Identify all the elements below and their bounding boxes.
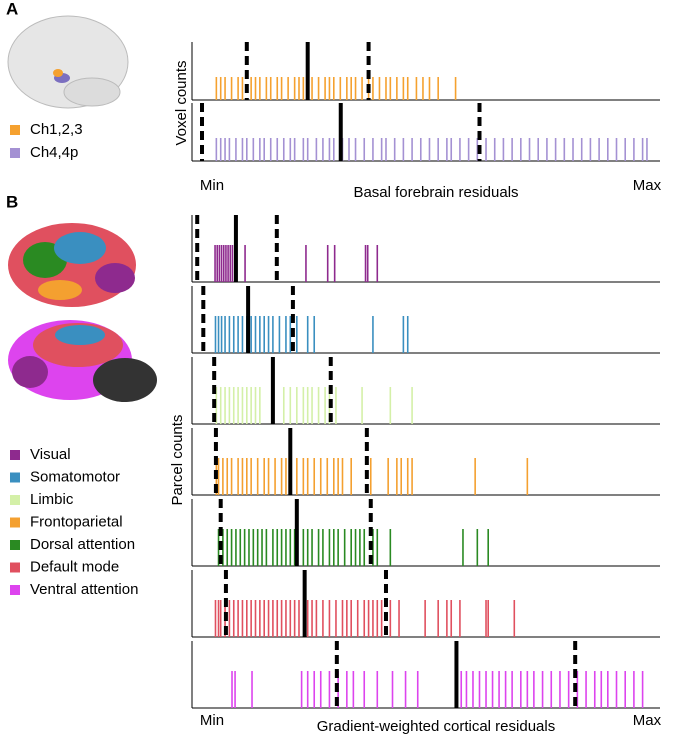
x-axis-title: Basal forebrain residuals bbox=[353, 184, 518, 201]
legend-swatch bbox=[10, 148, 20, 158]
legend-label: Ventral attention bbox=[30, 581, 138, 598]
y-axis-title: Voxel counts bbox=[173, 60, 190, 145]
panel-label: A bbox=[6, 0, 18, 18]
legend-label: Dorsal attention bbox=[30, 536, 135, 553]
legend-label: Somatomotor bbox=[30, 468, 120, 485]
legend-swatch bbox=[10, 585, 20, 595]
x-tick-label: Min bbox=[200, 712, 224, 729]
x-tick-label: Min bbox=[200, 177, 224, 194]
brain-b-medial bbox=[8, 320, 157, 402]
legend-swatch bbox=[10, 495, 20, 505]
legend-label: Ch1,2,3 bbox=[30, 121, 83, 138]
x-axis-title: Gradient-weighted cortical residuals bbox=[317, 718, 555, 735]
legend-label: Ch4,4p bbox=[30, 144, 78, 161]
panel-label: B bbox=[6, 192, 18, 211]
legend-label: Default mode bbox=[30, 558, 119, 575]
legend-swatch bbox=[10, 562, 20, 573]
legend-swatch bbox=[10, 125, 20, 135]
y-axis-title: Parcel counts bbox=[169, 415, 186, 506]
brain-a bbox=[7, 15, 129, 109]
legend-label: Limbic bbox=[30, 491, 74, 508]
x-tick-label: Max bbox=[633, 177, 662, 194]
legend-swatch bbox=[10, 472, 20, 483]
brain-b-lateral bbox=[8, 223, 136, 307]
legend-label: Frontoparietal bbox=[30, 513, 123, 530]
legend-label: Visual bbox=[30, 446, 71, 463]
legend-swatch bbox=[10, 517, 20, 528]
legend-swatch bbox=[10, 450, 20, 460]
legend-swatch bbox=[10, 540, 20, 550]
x-tick-label: Max bbox=[633, 712, 662, 729]
